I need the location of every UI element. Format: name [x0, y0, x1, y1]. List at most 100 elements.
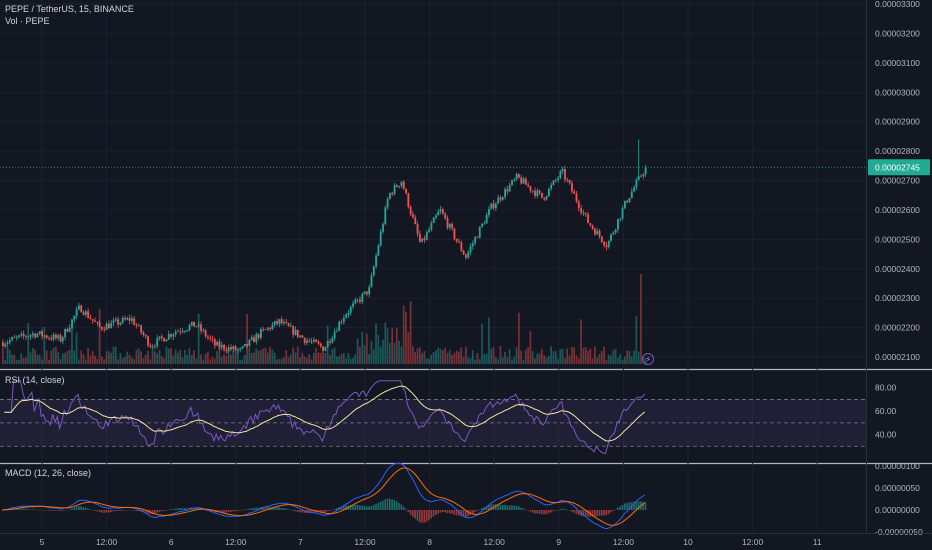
candle-body [446, 218, 449, 228]
macd-hist-bar [48, 510, 50, 511]
candle-body [451, 224, 454, 229]
volume-bar [227, 348, 230, 364]
volume-bar [112, 346, 115, 364]
volume-legend: Vol · PEPE [5, 16, 50, 26]
volume-bar [38, 354, 41, 364]
candle-body [121, 317, 124, 323]
candle-body [2, 342, 4, 347]
macd-hist-bar [91, 510, 94, 511]
volume-bar [257, 350, 260, 364]
candle-body [329, 341, 331, 343]
candle-body [31, 333, 34, 336]
macd-hist-bar [64, 510, 66, 511]
volume-bar [329, 355, 331, 364]
candle-body [497, 197, 500, 204]
macd-hist-bar [326, 510, 329, 512]
price-tick-label: 0.00002800 [875, 146, 920, 156]
macd-hist-bar [243, 509, 246, 511]
macd-hist-bar [511, 505, 513, 510]
candle-body [386, 198, 389, 208]
macd-hist-bar [20, 508, 23, 510]
lightning-icon [642, 353, 654, 365]
macd-hist-bar [478, 509, 481, 510]
volume-bar [230, 354, 232, 364]
volume-bar [504, 351, 506, 364]
candle-body [418, 233, 421, 242]
candle-body [389, 193, 391, 199]
macd-hist-bar [568, 510, 571, 511]
rsi-line [4, 380, 646, 454]
candle-body [439, 209, 442, 212]
macd-hist-bar [361, 505, 363, 510]
candle-body [474, 237, 477, 244]
macd-hist-bar [227, 510, 230, 513]
volume-bar [640, 274, 642, 364]
candle-body [488, 208, 490, 216]
volume-bar [407, 331, 410, 364]
volume-bar [96, 358, 99, 364]
volume-bar [393, 343, 396, 364]
candle-body [619, 218, 622, 220]
candle-body [469, 246, 472, 252]
macd-hist-bar [520, 507, 522, 510]
volume-bar [117, 359, 119, 364]
volume-bar [349, 358, 352, 364]
candle-body [617, 218, 619, 230]
volume-bar [471, 350, 474, 364]
candle-body [547, 188, 550, 197]
volume-bar [45, 350, 48, 364]
candle-body [119, 322, 122, 325]
volume-bar [220, 356, 223, 364]
macd-hist-bar [61, 510, 64, 511]
candle-body [195, 326, 198, 327]
macd-hist-bar [536, 510, 539, 514]
candle-body [635, 179, 638, 188]
macd-hist-bar [444, 510, 446, 513]
macd-hist-bar [515, 505, 518, 510]
candle-body [18, 335, 20, 337]
candle-body [594, 228, 596, 235]
volume-bar [538, 353, 541, 364]
candle-body [596, 230, 599, 235]
macd-hist-bar [292, 510, 294, 511]
macd-hist-bar [501, 505, 504, 510]
volume-bar [52, 347, 55, 364]
volume-bar [68, 349, 71, 364]
candle-body [144, 335, 147, 337]
macd-hist-bar [534, 510, 536, 514]
candle-body [80, 305, 83, 313]
volume-bar [400, 346, 403, 364]
candle-body [504, 189, 507, 198]
macd-hist-bar [71, 508, 73, 510]
macd-hist-bar [485, 506, 488, 510]
candle-body [577, 201, 580, 209]
macd-hist-bar [126, 509, 129, 511]
macd-hist-bar [324, 510, 327, 513]
candle-body [174, 331, 177, 335]
macd-hist-bar [246, 509, 248, 510]
volume-bar [462, 357, 465, 364]
macd-hist-bar [591, 510, 594, 517]
macd-hist-bar [518, 506, 520, 510]
volume-bar [573, 347, 576, 364]
macd-hist-bar [561, 508, 564, 510]
volume-bar [515, 347, 518, 364]
candle-body [347, 312, 350, 315]
volume-bar [87, 347, 89, 364]
candle-body [188, 325, 191, 330]
candle-body [50, 338, 53, 340]
volume-bar [342, 352, 345, 364]
volume-bar [458, 351, 460, 364]
candle-body [165, 339, 168, 342]
macd-hist-bar [296, 510, 299, 512]
macd-hist-bar [594, 510, 596, 517]
volume-bar [223, 354, 225, 364]
volume-bar [190, 354, 193, 364]
candle-body [29, 335, 32, 337]
candle-body [460, 242, 463, 251]
candle-body [501, 197, 504, 200]
volume-bar [22, 357, 25, 364]
candle-body [570, 183, 573, 192]
candle-body [200, 324, 202, 331]
